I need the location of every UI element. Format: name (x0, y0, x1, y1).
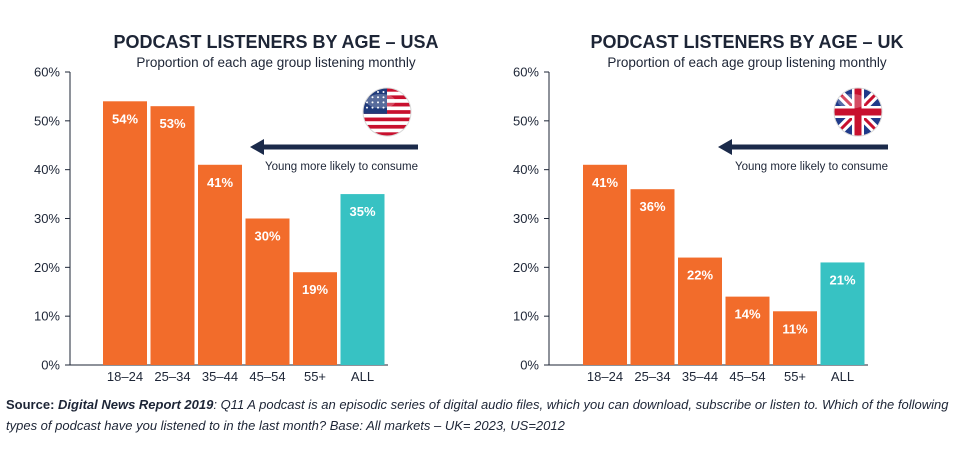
y-tick-label: 40% (513, 162, 539, 177)
bar-25-34 (150, 106, 195, 365)
bar-all (820, 262, 865, 365)
x-tick-label: 25–34 (634, 369, 670, 384)
bar-45-54 (725, 296, 770, 365)
x-tick-label: 45–54 (729, 369, 765, 384)
x-tick-label: 55+ (304, 369, 326, 384)
y-tick-label: 60% (34, 65, 60, 80)
annotation-text: Young more likely to consume (735, 161, 888, 173)
data-label: 53% (159, 116, 185, 131)
y-tick-label: 20% (513, 260, 539, 275)
x-tick-label: 45–54 (249, 369, 285, 384)
y-tick-label: 0% (520, 358, 539, 373)
left-arrow-icon (250, 139, 418, 155)
y-tick-label: 50% (513, 113, 539, 128)
bar-45-54 (245, 218, 290, 365)
bar-18-24 (583, 164, 627, 365)
data-label: 21% (829, 272, 855, 287)
source-note: Source: Digital News Report 2019: Q11 A … (6, 394, 964, 436)
data-label: 35% (349, 204, 375, 219)
bar-25-34 (630, 189, 675, 365)
y-tick-label: 40% (34, 162, 60, 177)
annotation-text: Young more likely to consume (265, 161, 418, 173)
bar-18-24 (103, 101, 147, 366)
chart-panel-usa: PODCAST LISTENERS BY AGE – USA Proportion… (34, 32, 439, 384)
y-tick-label: 10% (513, 309, 539, 324)
chart-subtitle: Proportion of each age group listening m… (607, 55, 886, 70)
y-tick-label: 20% (34, 260, 60, 275)
left-arrow-icon (718, 139, 888, 155)
bar-all (340, 194, 385, 365)
data-label: 41% (592, 175, 618, 190)
y-tick-label: 0% (41, 358, 60, 373)
data-label: 14% (734, 307, 760, 322)
x-tick-label: 35–44 (202, 369, 238, 384)
x-tick-label: ALL (831, 369, 854, 384)
x-tick-label: 18–24 (587, 369, 623, 384)
data-label: 22% (687, 268, 713, 283)
source-text: : Q11 A podcast is an episodic series of… (6, 397, 949, 433)
bar-35-44 (678, 257, 722, 365)
chart-title: PODCAST LISTENERS BY AGE – USA (113, 32, 438, 52)
chart-subtitle: Proportion of each age group listening m… (136, 55, 415, 70)
us-flag-icon (362, 87, 412, 137)
data-label: 11% (782, 321, 808, 336)
data-label: 36% (639, 199, 665, 214)
x-tick-label: ALL (351, 369, 374, 384)
data-label: 41% (207, 175, 233, 190)
uk-flag-icon (833, 87, 883, 137)
chart-title: PODCAST LISTENERS BY AGE – UK (590, 32, 903, 52)
x-tick-label: 18–24 (107, 369, 143, 384)
x-tick-label: 25–34 (154, 369, 190, 384)
source-label: Source: (6, 397, 59, 412)
charts-canvas: PODCAST LISTENERS BY AGE – USA Proportion… (34, 32, 904, 384)
bar-55- (773, 311, 817, 365)
bar-35-44 (198, 164, 242, 365)
source-report: Digital News Report 2019 (58, 397, 214, 412)
chart-panel-uk: PODCAST LISTENERS BY AGE – UK Proportion … (513, 32, 904, 384)
data-label: 30% (254, 229, 280, 244)
x-tick-label: 55+ (784, 369, 806, 384)
data-label: 54% (112, 111, 138, 126)
bar-55- (293, 272, 337, 365)
y-tick-label: 30% (34, 211, 60, 226)
y-tick-label: 50% (34, 113, 60, 128)
data-label: 19% (302, 282, 328, 297)
y-tick-label: 30% (513, 211, 539, 226)
y-tick-label: 10% (34, 309, 60, 324)
y-tick-label: 60% (513, 65, 539, 80)
x-tick-label: 35–44 (682, 369, 718, 384)
